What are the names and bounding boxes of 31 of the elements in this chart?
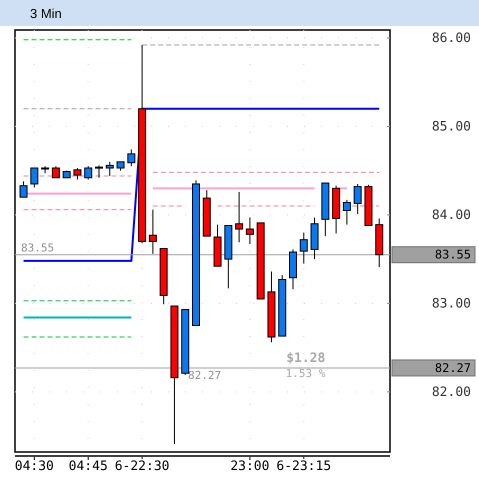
x-tick-label: 04:30 [14, 459, 54, 474]
candlestick [84, 166, 92, 180]
text: 82.27 [434, 360, 471, 375]
y-tick-label: 83.00 [432, 296, 471, 312]
y-tick-label: 82.00 [432, 384, 471, 400]
annotation: $1.28 [286, 350, 326, 366]
x-tick-label: 23:00 [230, 459, 270, 474]
x-tick-label: 6-23:15 [276, 459, 332, 474]
y-tick-label: 84.00 [432, 208, 471, 223]
ref-line-label: 82.27 [188, 368, 222, 382]
candlestick [127, 148, 136, 167]
candlestick [52, 166, 60, 178]
candlestick [20, 180, 28, 198]
ref-line-label: 83.55 [21, 242, 54, 255]
candlestick [30, 168, 38, 188]
candlestick [73, 168, 82, 180]
candlestick [106, 161, 114, 176]
candlestick [300, 232, 308, 264]
candlestick [148, 209, 157, 254]
annotation: 1.53 % [286, 366, 326, 380]
candlestick [342, 199, 351, 226]
y-tick-label: 86.00 [432, 30, 471, 46]
candlestick [235, 191, 244, 243]
y-tick-label: 85.00 [432, 119, 471, 134]
x-tick-label: 6-22:30 [114, 459, 170, 474]
text: 83.55 [434, 248, 471, 262]
x-tick-label: 04:45 [68, 459, 108, 474]
candlestick [246, 217, 254, 245]
chart-title: 3 Min [30, 6, 62, 21]
candlestick [354, 183, 362, 215]
candlestick [94, 164, 103, 178]
